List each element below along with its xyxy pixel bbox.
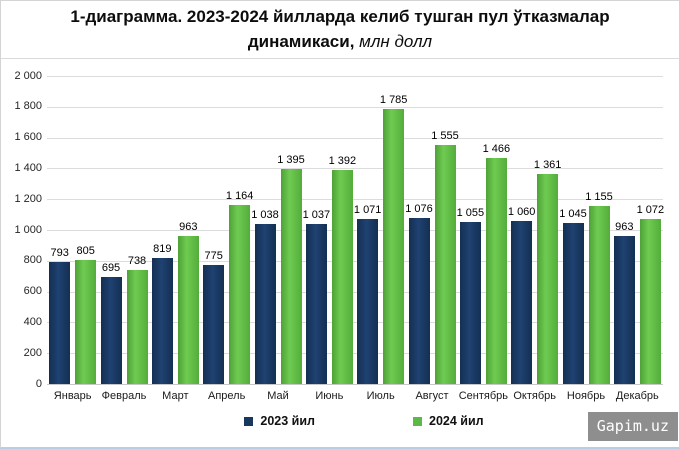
- bar-value-label: 1 060: [507, 205, 536, 218]
- bar-2024-сентябрь: [485, 158, 507, 384]
- y-axis-tick-label: 1 200: [14, 192, 42, 205]
- y-axis-tick-label: 400: [23, 315, 42, 328]
- y-axis-tick-label: 2 000: [14, 69, 42, 82]
- gridline: [47, 291, 663, 293]
- x-axis-month-label: Апрель: [207, 390, 246, 402]
- bar-value-label: 1 785: [379, 94, 408, 107]
- chart-title: 1-диаграмма. 2023-2024 йилларда келиб ту…: [1, 4, 679, 54]
- bar-value-label: 1 071: [353, 204, 382, 217]
- bar-2023-август: [408, 218, 430, 384]
- bar-value-label: 963: [615, 220, 634, 233]
- watermark: Gapim.uz: [587, 412, 678, 441]
- bar-2023-март: [151, 257, 173, 384]
- bar-value-label: 738: [127, 255, 147, 268]
- bar-value-label: 1 164: [225, 189, 254, 202]
- bar-value-label: 1 072: [636, 203, 665, 216]
- bar-2024-август: [434, 144, 456, 384]
- bar-2023-июль: [357, 219, 379, 384]
- gridline: [47, 353, 663, 355]
- bar-value-label: 1 555: [431, 129, 459, 142]
- y-axis-tick-label: 0: [35, 377, 42, 390]
- bar-2023-октябрь: [511, 220, 533, 384]
- bar-2023-ноябрь: [562, 223, 584, 384]
- bar-2024-март: [177, 235, 199, 384]
- bar-2024-июнь: [331, 169, 353, 384]
- bar-2023-декабрь: [613, 235, 635, 384]
- bar-value-label: 1 037: [302, 209, 331, 222]
- bar-2023-январь: [49, 261, 71, 384]
- bar-value-label: 1 155: [585, 191, 613, 204]
- x-axis-month-label: Март: [162, 390, 189, 402]
- bar-value-label: 1 038: [251, 209, 279, 222]
- chart-title-units: млн долл: [354, 32, 433, 51]
- x-axis-month-label: Январь: [53, 390, 92, 402]
- bar-2023-февраль: [100, 276, 122, 384]
- x-axis-line: [47, 384, 663, 385]
- legend-item-2024: 2024 йил: [413, 414, 484, 428]
- x-axis-month-label: Декабрь: [615, 390, 659, 402]
- y-axis-tick-label: 200: [23, 346, 42, 359]
- gridline: [47, 168, 663, 170]
- gridline: [47, 76, 663, 77]
- gridline: [47, 230, 663, 231]
- y-axis-tick-label: 1 800: [14, 100, 42, 113]
- bar-value-label: 819: [153, 242, 172, 255]
- legend-swatch-2024: [413, 416, 422, 426]
- bar-2024-апрель: [229, 204, 251, 384]
- bar-2024-февраль: [126, 270, 148, 384]
- bar-2023-май: [254, 224, 276, 384]
- y-axis-tick-label: 1 600: [14, 131, 42, 144]
- gridline: [47, 260, 663, 262]
- title-separator: [1, 58, 679, 59]
- x-axis-month-label: Август: [415, 390, 449, 402]
- bar-value-label: 1 466: [482, 143, 511, 156]
- gridline: [47, 106, 663, 108]
- bar-value-label: 1 045: [559, 208, 587, 221]
- chart-title-line1: 1-диаграмма. 2023-2024 йилларда келиб ту…: [70, 7, 610, 26]
- bar-value-label: 793: [50, 246, 69, 259]
- bar-value-label: 805: [76, 245, 95, 258]
- chart-title-line2: динамикаси, млн долл: [1, 29, 679, 54]
- legend-label-2024: 2024 йил: [429, 414, 484, 428]
- gridline: [47, 322, 663, 324]
- y-axis-tick-label: 600: [23, 285, 42, 298]
- legend: 2023 йил 2024 йил: [49, 414, 679, 428]
- bar-value-label: 775: [204, 249, 223, 262]
- chart-title-line2-bold: динамикаси,: [247, 32, 355, 51]
- x-axis-month-label: Октябрь: [513, 390, 556, 402]
- bar-2023-июнь: [305, 224, 327, 384]
- bar-value-label: 1 395: [277, 154, 305, 167]
- y-axis-tick-label: 1 000: [14, 223, 42, 236]
- legend-label-2023: 2023 йил: [260, 414, 315, 428]
- bar-2024-июль: [383, 109, 405, 384]
- bar-value-label: 1 361: [533, 159, 562, 172]
- bar-2023-сентябрь: [459, 221, 481, 384]
- x-axis-month-label: Февраль: [101, 390, 147, 402]
- bar-2024-декабрь: [639, 218, 661, 384]
- bar-2023-апрель: [203, 264, 225, 384]
- bar-2024-ноябрь: [588, 206, 610, 384]
- bar-2024-май: [280, 169, 302, 384]
- legend-swatch-2023: [244, 416, 254, 426]
- bar-value-label: 1 392: [328, 154, 357, 167]
- y-axis-tick-label: 800: [23, 254, 42, 267]
- x-axis-month-label: Ноябрь: [566, 390, 606, 402]
- bar-2024-октябрь: [537, 174, 559, 384]
- x-axis-month-label: Май: [267, 390, 289, 402]
- bar-value-label: 963: [179, 220, 198, 233]
- bar-value-label: 695: [101, 261, 121, 274]
- x-axis-month-label: Июль: [366, 390, 395, 402]
- bar-2024-январь: [75, 260, 97, 384]
- gridline: [47, 137, 663, 139]
- bar-value-label: 1 055: [456, 206, 485, 219]
- y-axis-tick-label: 1 400: [14, 161, 42, 174]
- gridline: [47, 199, 663, 201]
- legend-item-2023: 2023 йил: [244, 414, 315, 428]
- bar-value-label: 1 076: [405, 203, 433, 216]
- x-axis-month-label: Июнь: [315, 390, 344, 402]
- x-axis-month-label: Сентябрь: [458, 390, 508, 402]
